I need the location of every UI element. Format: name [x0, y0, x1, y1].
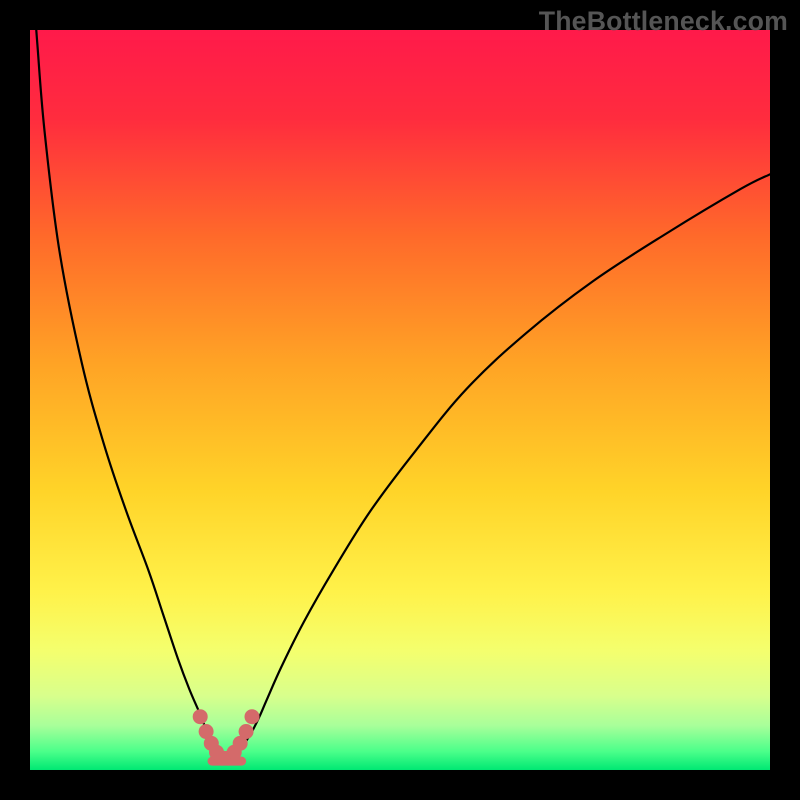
- valley-marker: [239, 724, 254, 739]
- watermark-text: TheBottleneck.com: [539, 6, 788, 37]
- bottleneck-curve: [34, 30, 770, 759]
- valley-marker: [193, 709, 208, 724]
- plot-area: [30, 30, 770, 770]
- valley-marker: [245, 709, 260, 724]
- chart-container: TheBottleneck.com: [0, 0, 800, 800]
- curve-layer: [30, 30, 770, 770]
